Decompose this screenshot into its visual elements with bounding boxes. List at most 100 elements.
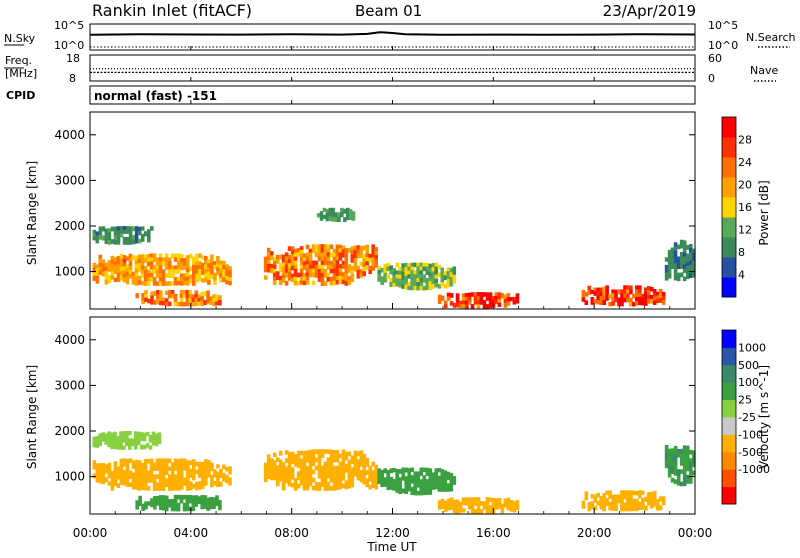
power-echo-cell [341,264,346,269]
power-echo-cell [213,264,217,270]
velocity-echo-cell [341,449,346,454]
power-echo-cell [140,280,145,286]
power-echo-cell [428,272,433,278]
velocity-echo-cell [473,497,478,502]
velocity-echo-cell [151,440,156,446]
velocity-echo-cell [392,482,396,487]
power-echo-cell [182,265,187,270]
velocity-echo-cell [284,474,289,480]
power-echo-cell [228,277,232,282]
power-echo-cell [222,269,226,274]
power-echo-cell [689,248,693,253]
velocity-echo-cell [449,497,454,502]
velocity-echo-cell [186,477,190,483]
velocity-echo-cell [305,474,310,479]
power-echo-cell [122,255,127,260]
power-echo-cell [368,269,372,274]
power-echo-cell [122,262,127,268]
power-echo-cell [179,297,184,303]
power-echo-cell [122,236,127,242]
velocity-echo-cell [491,501,496,506]
freq-left-label-2: [MHz] [5,67,37,80]
power-echo-cell [425,270,430,275]
velocity-echo-cell [164,478,169,483]
velocity-echo-cell [125,470,130,476]
velocity-echo-cell [107,473,112,479]
velocity-echo-cell [210,462,214,468]
velocity-echo-cell [458,508,463,513]
velocity-echo-cell [95,436,100,441]
velocity-echo-cell [476,505,481,510]
power-echo-cell [263,275,268,280]
velocity-echo-cell [185,506,190,512]
velocity-echo-cell [157,432,162,437]
power-echo-cell [649,286,654,292]
power-echo-cell [92,236,97,241]
velocity-echo-cell [101,436,105,442]
velocity-echo-cell [158,486,163,491]
power-echo-cell [344,264,349,270]
velocity-echo-cell [281,482,286,487]
velocity-echo-cell [287,451,292,457]
velocity-echo-cell [416,479,420,484]
power-echo-cell [143,231,148,237]
power-echo-cell [131,275,136,281]
power-echo-cell [425,262,430,268]
power-echo-cell [629,301,633,307]
velocity-echo-cell [449,477,454,483]
power-echo-cell [452,274,457,280]
velocity-echo-cell [186,460,190,466]
velocity-echo-cell [611,498,615,504]
velocity-echo-cell [416,475,420,480]
power-echo-cell [141,293,145,298]
power-echo-cell [186,259,190,265]
power-echo-cell [302,276,307,282]
power-echo-cell [186,267,190,273]
power-echo-cell [272,272,277,278]
velocity-echo-cell [500,503,505,509]
power-echo-cell [137,267,142,273]
power-echo-cell [332,252,337,258]
velocity-echo-cell [287,464,292,470]
velocity-echo-cell [290,482,295,488]
velocity-echo-cell [113,444,117,449]
velocity-echo-cell [149,474,154,479]
power-echo-cell [212,294,216,299]
power-y-label: Slant Range [km] [25,161,39,265]
velocity-echo-cell [419,483,424,488]
power-echo-cell [204,256,208,261]
velocity-echo-cell [195,461,199,467]
velocity-echo-cell [299,473,304,478]
velocity-echo-cell [641,490,645,495]
power-echo-cell [389,282,393,287]
velocity-echo-cell [219,481,223,487]
power-echo-cell [146,257,151,263]
velocity-echo-cell [638,494,642,499]
power-echo-cell [682,248,687,253]
power-echo-cell [398,278,402,284]
noise-left-label: N.Sky [4,32,36,45]
power-echo-cell [338,271,343,277]
power-echo-cell [434,266,439,272]
power-echo-cell [266,247,271,253]
power-echo-cell [161,269,166,274]
velocity-echo-cell [407,487,411,492]
velocity-echo-cell [173,462,178,467]
velocity-echo-cell [201,484,205,490]
power-echo-cell [146,261,151,267]
power-echo-cell [410,278,414,283]
power-echo-cell [266,251,271,257]
power-echo-cell [506,293,511,298]
velocity-echo-cell [142,432,147,438]
velocity-echo-cell [215,502,219,507]
velocity-echo-cell [401,475,405,481]
velocity-echo-cell [137,460,142,466]
velocity-echo-cell [296,454,301,460]
velocity-echo-cell [92,473,97,479]
power-echo-cell [119,233,124,238]
velocity-echo-cell [398,481,402,486]
power-echo-cell [605,292,609,298]
power-echo-cell [371,253,375,258]
power-echo-cell [413,274,417,279]
velocity-echo-cell [150,502,154,508]
